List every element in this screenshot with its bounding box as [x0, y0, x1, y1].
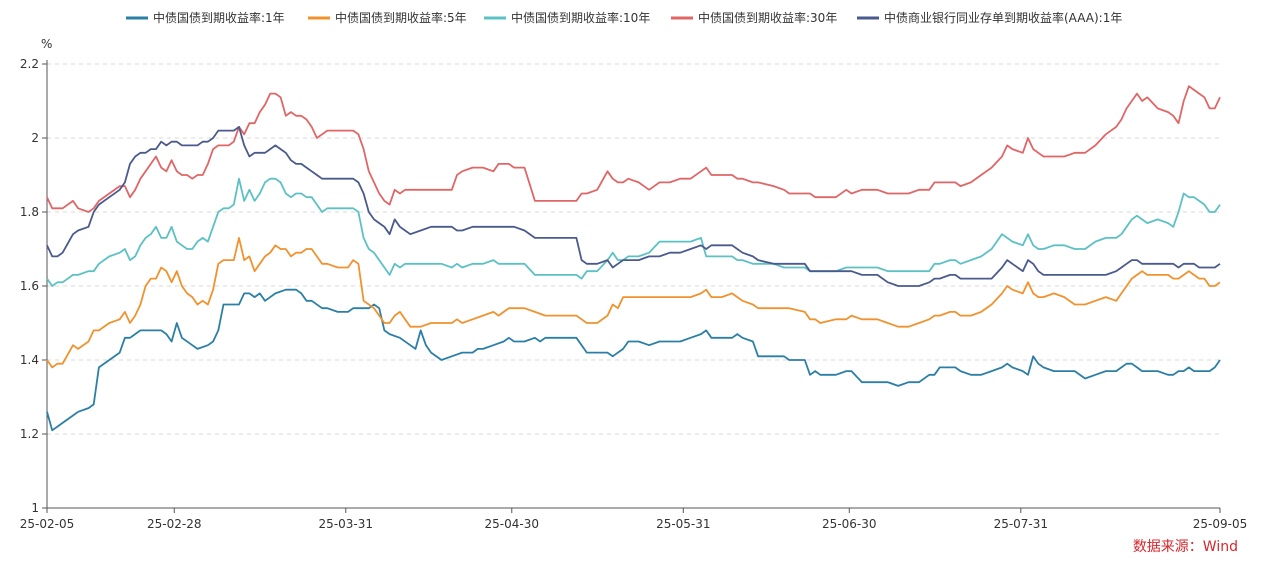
y-tick-label: 2: [31, 131, 39, 145]
chart-axes: 1 1.2 1.4 1.6 1.8 2 2.2 25-02-05 25-02-28 25-03-3…: [20, 57, 1247, 531]
y-tick-label: 1.8: [20, 205, 39, 219]
chart-legend: 中债国债到期收益率:1年 中债国债到期收益率:5年 中债国债到期收益率:10年 中债国…: [126, 10, 1122, 25]
legend-label: 中债国债到期收益率:5年: [335, 10, 467, 25]
series-line-2: [46, 237, 1221, 369]
legend-label: 中债商业银行同业存单到期收益率(AAA):1年: [884, 10, 1122, 25]
series-line-1: [46, 288, 1221, 432]
y-tick-label: 1.6: [20, 279, 39, 293]
y-tick-label: 1: [31, 501, 39, 515]
y-tick-label: 2.2: [20, 57, 39, 71]
x-tick-label: 25-09-05: [1193, 517, 1247, 531]
x-tick-label: 25-03-31: [319, 517, 373, 531]
y-axis-unit: %: [41, 37, 52, 51]
x-tick-label: 25-02-05: [20, 517, 74, 531]
legend-label: 中债国债到期收益率:10年: [511, 10, 650, 25]
source-note: 数据来源：Wind: [1132, 539, 1238, 555]
y-tick-label: 1.4: [20, 353, 39, 367]
y-tick-label: 1.2: [20, 427, 39, 441]
series-lines: [46, 85, 1221, 432]
x-tick-label: 25-04-30: [485, 517, 539, 531]
x-tick-label: 25-05-31: [656, 517, 710, 531]
legend-label: 中债国债到期收益率:30年: [698, 10, 837, 25]
series-line-4: [46, 85, 1221, 213]
x-tick-label: 25-07-31: [994, 517, 1048, 531]
series-line-3: [46, 177, 1221, 287]
x-tick-label: 25-02-28: [147, 517, 201, 531]
legend-label: 中债国债到期收益率:1年: [153, 10, 285, 25]
x-tick-label: 25-06-30: [822, 517, 876, 531]
series-line-5: [46, 126, 1221, 287]
